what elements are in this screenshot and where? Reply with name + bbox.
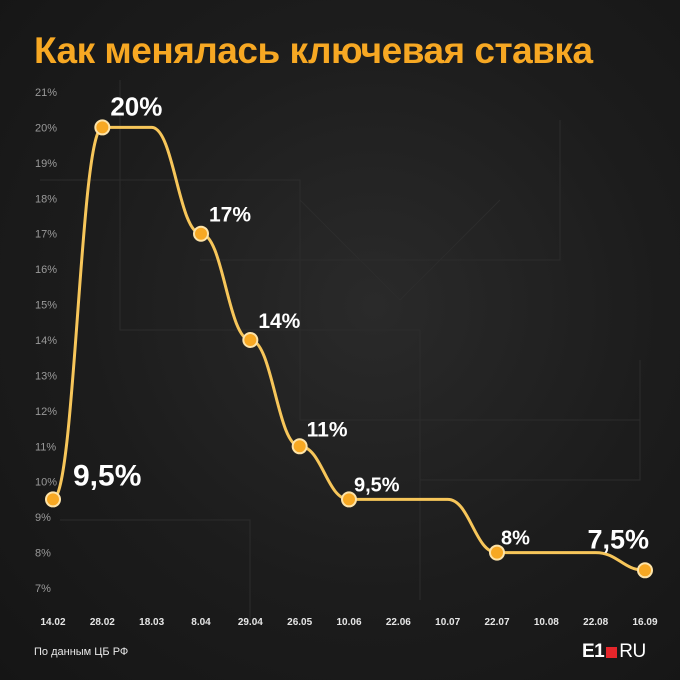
data-point-marker: [489, 544, 505, 561]
e1-logo[interactable]: E1 RU: [582, 641, 646, 663]
y-tick-label: 14%: [35, 335, 57, 347]
x-tick-label: 22.06: [386, 617, 411, 628]
y-tick-label: 12%: [35, 406, 57, 418]
x-tick-label: 28.02: [90, 617, 115, 628]
logo-text-right: RU: [619, 641, 646, 662]
data-point-marker: [341, 491, 357, 508]
data-point-marker: [193, 225, 209, 242]
x-tick-label: 14.02: [40, 617, 65, 628]
x-tick-label: 29.04: [238, 617, 263, 628]
y-tick-label: 18%: [35, 193, 57, 205]
x-axis: 14.02 28.02 18.03 8.04 29.04 26.05 10.06 22.06 1…: [40, 617, 657, 628]
logo-text-left: E1: [582, 641, 605, 662]
data-label: 8%: [501, 528, 530, 550]
data-label: 9,5%: [354, 474, 400, 496]
data-points: [45, 119, 653, 579]
data-labels: 9,5% 20% 17% 14% 11% 9,5% 8% 7,5%: [73, 91, 649, 554]
data-point-marker: [94, 119, 111, 136]
y-tick-label: 8%: [35, 548, 51, 560]
x-tick-label: 10.08: [534, 617, 559, 628]
data-label: 7,5%: [587, 524, 649, 554]
data-label: 14%: [258, 310, 300, 333]
data-point-marker: [45, 491, 61, 508]
chart-title: Как менялась ключевая ставка: [34, 30, 593, 71]
y-tick-label: 16%: [35, 264, 57, 276]
data-label: 11%: [307, 418, 348, 441]
x-tick-label: 10.07: [435, 617, 460, 628]
x-tick-label: 16.09: [632, 617, 657, 628]
data-point-marker: [242, 332, 259, 348]
y-tick-label: 7%: [35, 583, 51, 595]
data-label: 9,5%: [73, 459, 141, 492]
data-label: 20%: [110, 91, 162, 121]
data-point-marker: [637, 562, 653, 579]
y-axis: 21% 20% 19% 18% 17% 16% 15% 14% 13% 12% 11% 10% 9% 8%…: [35, 87, 57, 595]
x-tick-label: 26.05: [287, 617, 312, 628]
source-note: По данным ЦБ РФ: [34, 646, 129, 658]
data-point-marker: [291, 438, 308, 455]
y-tick-label: 17%: [35, 229, 57, 241]
data-label: 17%: [209, 204, 251, 227]
logo-square-icon: [606, 646, 618, 658]
y-tick-label: 20%: [35, 122, 57, 134]
x-tick-label: 22.07: [484, 617, 509, 628]
y-tick-label: 11%: [35, 441, 56, 453]
x-tick-label: 8.04: [191, 617, 211, 628]
y-tick-label: 15%: [35, 300, 57, 312]
x-tick-label: 10.06: [336, 617, 361, 628]
y-tick-label: 9%: [35, 512, 51, 524]
y-tick-label: 10%: [35, 477, 57, 489]
x-tick-label: 22.08: [583, 617, 608, 628]
y-tick-label: 13%: [35, 370, 57, 382]
x-tick-label: 18.03: [139, 617, 164, 628]
y-tick-label: 19%: [35, 158, 57, 170]
y-tick-label: 21%: [35, 87, 57, 99]
